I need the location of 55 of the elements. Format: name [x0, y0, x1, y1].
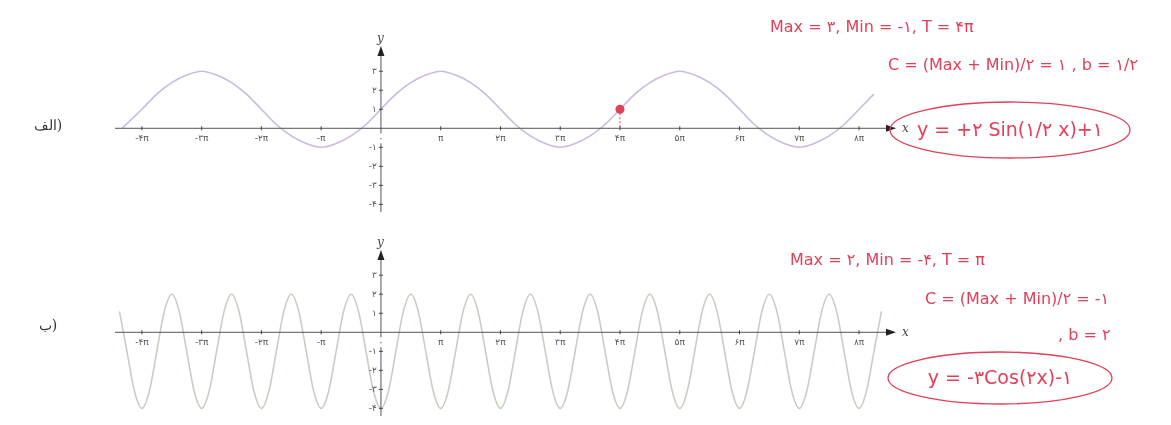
- x-tick-label: -۴π: [135, 133, 150, 144]
- x-tick-label: ۶π: [734, 337, 746, 348]
- text: ب): [38, 317, 58, 333]
- x-tick-label: ۷π: [794, 337, 805, 348]
- x-tick-label: -π: [316, 337, 327, 348]
- text: C = (Max + Min)/۲ = -۱: [925, 289, 1110, 308]
- x-tick-label: -۴π: [135, 337, 150, 348]
- annotation: Max = ۲, Min = -۴, T = π: [790, 250, 986, 269]
- y-tick-label: -۳: [368, 384, 378, 395]
- x-tick-label: -۳π: [194, 337, 209, 348]
- y-axis-title: y: [375, 31, 384, 45]
- x-tick-label: ۶π: [734, 133, 746, 144]
- x-tick-label: ۲π: [495, 337, 507, 348]
- x-tick-label: ۸π: [853, 133, 865, 144]
- y-tick-label: -۲: [368, 365, 378, 376]
- x-tick-label: ۴π: [614, 337, 626, 348]
- x-axis-title: x: [902, 121, 909, 136]
- line-series: [118, 293, 883, 410]
- text: C = (Max + Min)/۲ = ۱ , b = ۱/۲: [888, 55, 1139, 74]
- x-tick-label: ۵π: [674, 337, 686, 348]
- y-tick-label: -۲: [368, 161, 378, 172]
- x-tick-label: π: [438, 133, 444, 144]
- y-tick-label: ۳: [372, 270, 378, 281]
- x-tick-label: -π: [316, 133, 327, 144]
- y-tick-label: ۲: [372, 289, 378, 300]
- y-tick-label: -۱: [368, 142, 377, 153]
- x-tick-label: ۴π: [614, 133, 626, 144]
- x-tick-label: ۸π: [853, 337, 865, 348]
- y-tick-label: -۴: [368, 199, 378, 210]
- x-axis-title: x: [902, 325, 909, 340]
- y-axis-title: y: [375, 235, 384, 249]
- x-tick-label: ۲π: [495, 133, 507, 144]
- x-tick-label: ۷π: [794, 133, 805, 144]
- text: y = +۲ Sin(۱/۲ x)+۱: [917, 118, 1103, 140]
- y-tick-label: -۴: [368, 403, 378, 414]
- text: Max = ۳, Min = -۱, T = ۴π: [770, 17, 974, 36]
- text: الف): [33, 117, 63, 133]
- x-tick-label: ۳π: [555, 337, 566, 348]
- x-tick-label: -۳π: [194, 133, 209, 144]
- x-tick-label: ۵π: [674, 133, 686, 144]
- y-tick-label: -۳: [368, 180, 378, 191]
- text: y = -۳Cos(۲x)-۱: [927, 366, 1073, 388]
- x-tick-label: -۲π: [254, 133, 269, 144]
- y-tick-label: ۱: [372, 308, 377, 319]
- x-tick-label: ۳π: [555, 133, 566, 144]
- text: , b = ۲: [1058, 325, 1111, 344]
- line-series: [121, 70, 875, 149]
- x-tick-label: ۰: [378, 337, 384, 348]
- y-tick-label: ۳: [372, 66, 378, 77]
- x-tick-label: ۰: [378, 133, 384, 144]
- y-tick-label: -۱: [368, 346, 377, 357]
- x-tick-label: -۲π: [254, 337, 269, 348]
- y-tick-label: ۲: [372, 85, 378, 96]
- y-tick-label: ۱: [372, 104, 377, 115]
- x-tick-label: π: [438, 337, 444, 348]
